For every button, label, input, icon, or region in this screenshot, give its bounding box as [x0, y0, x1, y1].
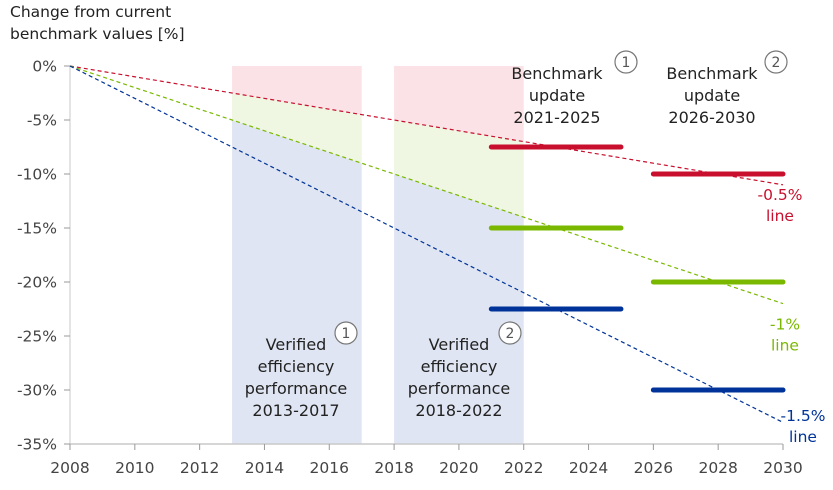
trend-label-green: line: [771, 336, 799, 354]
y-tick-label: -20%: [17, 274, 57, 292]
period-1-label: Verified: [266, 335, 327, 354]
period-2-label: Verified: [429, 335, 490, 354]
x-tick-label: 2022: [504, 459, 543, 477]
y-tick-label: -25%: [17, 328, 57, 346]
period-1-label: efficiency: [258, 357, 335, 376]
benchmark-update-1-label: 2021-2025: [513, 108, 600, 127]
x-tick-label: 2012: [180, 459, 219, 477]
x-tick-label: 2010: [115, 459, 154, 477]
period-1-badge-circle: [334, 321, 358, 345]
benchmark-update-2-badge: 2: [772, 55, 781, 71]
benchmark-segments: [488, 144, 786, 393]
x-tick-label: 2020: [439, 459, 478, 477]
period-1-badge: 1: [342, 326, 351, 342]
benchmark-update-2-label: update: [684, 86, 740, 105]
x-tick-label: 2030: [763, 459, 802, 477]
trend-label-red: -0.5%: [758, 186, 803, 204]
trend-line-green: [69, 65, 784, 305]
period-1-band-red: [232, 66, 362, 115]
x-tick-label: 2008: [50, 459, 89, 477]
y-tick-label: -10%: [17, 166, 57, 184]
x-tick-label: 2028: [698, 459, 737, 477]
period-2-label: efficiency: [421, 357, 498, 376]
y-axis-title: benchmark values [%]: [10, 25, 185, 43]
trend-line-red: [69, 65, 784, 186]
benchmark-update-1-badge-circle: [614, 50, 638, 74]
benchmark-update-1-badge: 1: [622, 55, 631, 71]
trend-label-blue: line: [789, 428, 817, 446]
period-1-band-green: [232, 93, 362, 164]
x-tick-label: 2026: [634, 459, 673, 477]
trend-label-blue: -1.5%: [781, 407, 826, 425]
period-2-badge: 2: [506, 326, 515, 342]
period-1-label: 2013-2017: [252, 401, 339, 420]
period-2-label: performance: [408, 379, 510, 398]
trend-label-red: line: [766, 207, 794, 225]
period-2-band-red: [394, 66, 524, 142]
x-tick-label: 2014: [245, 459, 284, 477]
period-1-label: performance: [245, 379, 347, 398]
period-2-badge-circle: [498, 321, 522, 345]
benchmark-update-1-label: Benchmark: [511, 64, 603, 83]
x-tick-label: 2016: [310, 459, 349, 477]
y-tick-label: -35%: [17, 436, 57, 454]
y-tick-label: -5%: [27, 112, 57, 130]
x-tick-label: 2018: [374, 459, 413, 477]
period-2-band-blue: [394, 174, 524, 444]
y-axis-title: Change from current: [10, 3, 171, 21]
x-tick-label: 2024: [569, 459, 608, 477]
benchmark-update-2-badge-circle: [764, 50, 788, 74]
benchmark-update-1-label: update: [529, 86, 585, 105]
benchmark-update-2-label: 2026-2030: [668, 108, 755, 127]
period-bands: [232, 66, 524, 444]
trend-label-green: -1%: [770, 315, 800, 333]
period-1-band-blue: [232, 120, 362, 444]
benchmark-update-2-label: Benchmark: [666, 64, 758, 83]
trend-lines: [69, 65, 784, 423]
y-tick-label: -15%: [17, 220, 57, 238]
y-tick-label: -30%: [17, 382, 57, 400]
y-tick-label: 0%: [32, 58, 57, 76]
period-2-label: 2018-2022: [415, 401, 502, 420]
period-2-band-green: [394, 120, 524, 218]
axes: 0% -5% -10% -15% -20% -25% -30% -35% 2008 2010 201…: [17, 58, 803, 478]
annotations: Change from current benchmark values [%] -…: [10, 3, 825, 446]
